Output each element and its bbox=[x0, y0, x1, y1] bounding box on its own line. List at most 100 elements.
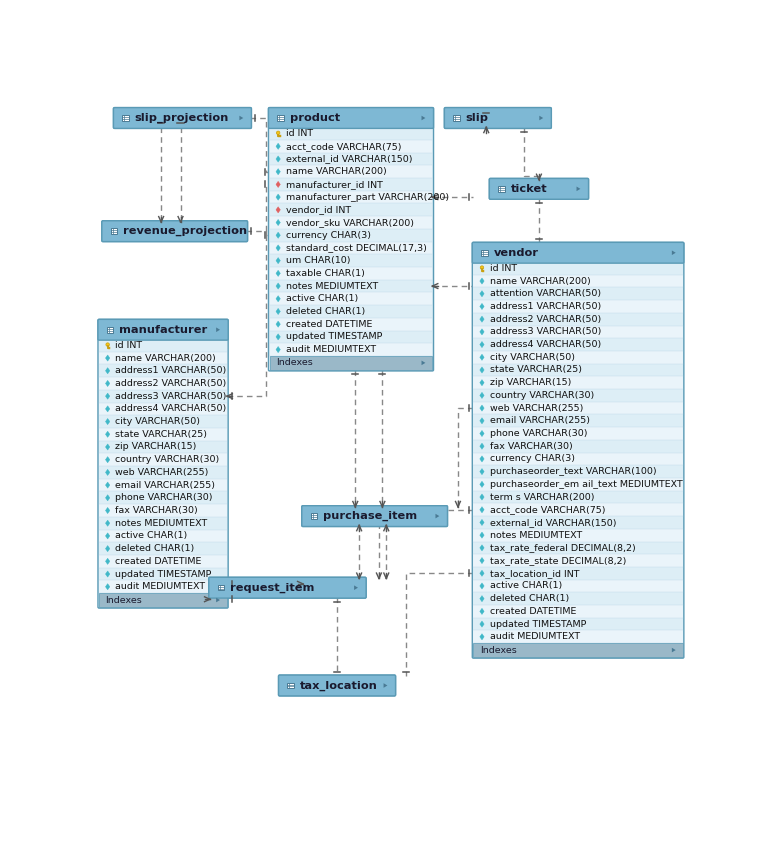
Text: name VARCHAR(200): name VARCHAR(200) bbox=[115, 354, 216, 363]
Bar bbox=[270, 153, 432, 165]
Text: address2 VARCHAR(50): address2 VARCHAR(50) bbox=[490, 315, 601, 324]
Bar bbox=[107, 327, 114, 333]
FancyBboxPatch shape bbox=[279, 675, 395, 696]
Bar bbox=[473, 415, 683, 428]
Text: address4 VARCHAR(50): address4 VARCHAR(50) bbox=[115, 404, 226, 413]
Bar bbox=[99, 339, 227, 351]
FancyBboxPatch shape bbox=[209, 577, 366, 598]
Bar bbox=[473, 363, 683, 376]
Text: external_id VARCHAR(150): external_id VARCHAR(150) bbox=[490, 518, 616, 527]
Text: Indexes: Indexes bbox=[276, 358, 312, 368]
Bar bbox=[473, 504, 683, 516]
Polygon shape bbox=[105, 469, 110, 475]
Bar bbox=[99, 453, 227, 466]
Bar bbox=[491, 189, 588, 198]
Bar bbox=[270, 203, 432, 216]
Text: zip VARCHAR(15): zip VARCHAR(15) bbox=[490, 378, 571, 387]
Polygon shape bbox=[105, 520, 110, 527]
Polygon shape bbox=[105, 533, 110, 539]
Polygon shape bbox=[480, 405, 484, 411]
Bar bbox=[473, 287, 683, 300]
Text: active CHAR(1): active CHAR(1) bbox=[115, 532, 187, 540]
Text: updated TIMESTAMP: updated TIMESTAMP bbox=[115, 569, 212, 579]
Polygon shape bbox=[480, 507, 484, 513]
Polygon shape bbox=[672, 251, 676, 255]
Text: manufacturer_id INT: manufacturer_id INT bbox=[286, 180, 383, 189]
Bar bbox=[270, 331, 432, 343]
Text: address1 VARCHAR(50): address1 VARCHAR(50) bbox=[490, 302, 601, 311]
Text: term s VARCHAR(200): term s VARCHAR(200) bbox=[490, 492, 594, 502]
Bar bbox=[287, 683, 294, 688]
Polygon shape bbox=[480, 443, 484, 449]
FancyBboxPatch shape bbox=[114, 108, 251, 128]
Bar bbox=[99, 581, 227, 593]
Bar bbox=[473, 313, 683, 326]
Bar bbox=[473, 253, 683, 262]
Bar bbox=[270, 229, 432, 242]
Text: state VARCHAR(25): state VARCHAR(25) bbox=[490, 365, 581, 374]
Bar bbox=[99, 428, 227, 440]
FancyBboxPatch shape bbox=[98, 320, 228, 340]
FancyBboxPatch shape bbox=[279, 675, 395, 696]
Polygon shape bbox=[216, 327, 220, 332]
Bar bbox=[481, 250, 488, 256]
Text: name VARCHAR(200): name VARCHAR(200) bbox=[286, 168, 386, 176]
Bar bbox=[473, 643, 683, 657]
Bar bbox=[473, 389, 683, 402]
Bar bbox=[270, 292, 432, 305]
Circle shape bbox=[277, 131, 280, 134]
Text: purchase_item: purchase_item bbox=[323, 511, 418, 522]
Bar bbox=[99, 466, 227, 479]
Bar bbox=[473, 274, 683, 287]
Text: vendor_sku VARCHAR(200): vendor_sku VARCHAR(200) bbox=[286, 218, 414, 227]
Text: address1 VARCHAR(50): address1 VARCHAR(50) bbox=[115, 366, 226, 375]
Text: notes MEDIUMTEXT: notes MEDIUMTEXT bbox=[115, 519, 208, 528]
Text: city VARCHAR(50): city VARCHAR(50) bbox=[490, 353, 575, 362]
Text: request_item: request_item bbox=[230, 582, 315, 593]
Bar bbox=[473, 452, 683, 465]
FancyBboxPatch shape bbox=[98, 320, 228, 608]
Text: um CHAR(10): um CHAR(10) bbox=[286, 256, 351, 265]
Text: phone VARCHAR(30): phone VARCHAR(30) bbox=[490, 429, 588, 438]
Text: address3 VARCHAR(50): address3 VARCHAR(50) bbox=[115, 392, 227, 401]
Polygon shape bbox=[480, 557, 484, 563]
Text: currency CHAR(3): currency CHAR(3) bbox=[286, 231, 371, 239]
Polygon shape bbox=[276, 346, 280, 352]
Text: acct_code VARCHAR(75): acct_code VARCHAR(75) bbox=[490, 505, 605, 514]
Polygon shape bbox=[480, 392, 484, 398]
Bar bbox=[473, 465, 683, 478]
Polygon shape bbox=[276, 181, 280, 187]
Polygon shape bbox=[480, 469, 484, 475]
FancyBboxPatch shape bbox=[209, 577, 366, 598]
Bar bbox=[99, 377, 227, 390]
FancyBboxPatch shape bbox=[102, 221, 248, 242]
Bar bbox=[498, 186, 504, 192]
Text: city VARCHAR(50): city VARCHAR(50) bbox=[115, 417, 200, 426]
Bar bbox=[473, 300, 683, 313]
Bar bbox=[473, 580, 683, 593]
Bar bbox=[99, 593, 227, 607]
Circle shape bbox=[106, 343, 110, 346]
Bar bbox=[270, 242, 432, 254]
Text: audit MEDIUMTEXT: audit MEDIUMTEXT bbox=[115, 582, 206, 592]
Bar bbox=[270, 280, 432, 292]
Bar bbox=[446, 118, 550, 127]
Bar bbox=[473, 376, 683, 389]
Text: id INT: id INT bbox=[286, 129, 313, 139]
Polygon shape bbox=[276, 257, 280, 263]
Bar bbox=[277, 115, 283, 121]
Bar bbox=[280, 686, 395, 695]
Text: tax_location_id INT: tax_location_id INT bbox=[490, 569, 579, 578]
Polygon shape bbox=[480, 608, 484, 615]
Polygon shape bbox=[480, 596, 484, 602]
FancyBboxPatch shape bbox=[114, 108, 251, 128]
Bar bbox=[270, 343, 432, 356]
Text: fax VARCHAR(30): fax VARCHAR(30) bbox=[490, 442, 572, 451]
Bar bbox=[270, 140, 432, 153]
Polygon shape bbox=[216, 598, 220, 602]
Text: taxable CHAR(1): taxable CHAR(1) bbox=[286, 268, 365, 278]
Text: phone VARCHAR(30): phone VARCHAR(30) bbox=[115, 493, 213, 502]
Polygon shape bbox=[480, 532, 484, 539]
Polygon shape bbox=[276, 220, 280, 226]
Text: purchaseorder_text VARCHAR(100): purchaseorder_text VARCHAR(100) bbox=[490, 467, 656, 476]
